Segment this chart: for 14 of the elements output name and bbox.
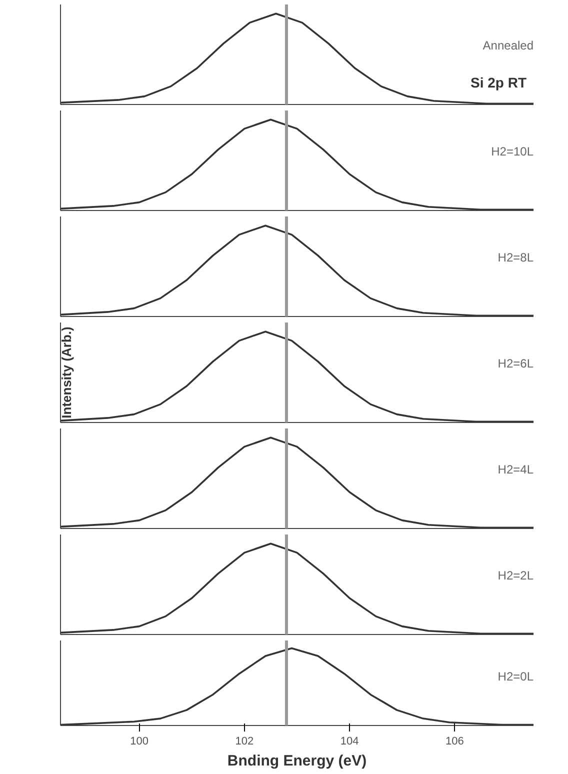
x-tick-label: 104: [340, 736, 359, 748]
annotation: H2=2L: [498, 568, 534, 582]
annotation: H2=6L: [498, 356, 534, 370]
annotation: H2=10L: [491, 144, 534, 158]
annotation: H2=8L: [498, 250, 534, 264]
x-tick-label: 106: [445, 736, 464, 748]
annotation: H2=0L: [498, 670, 534, 684]
x-axis-title: Bnding Energy (eV): [227, 752, 367, 770]
x-tick-label: 100: [130, 736, 149, 748]
text: Si 2p RT: [470, 74, 527, 90]
annotation: H2=4L: [498, 462, 534, 476]
y-axis-title: Intensity (Arb.): [59, 326, 74, 418]
x-tick-label: 102: [235, 736, 254, 748]
annotation: Annealed: [482, 38, 534, 52]
